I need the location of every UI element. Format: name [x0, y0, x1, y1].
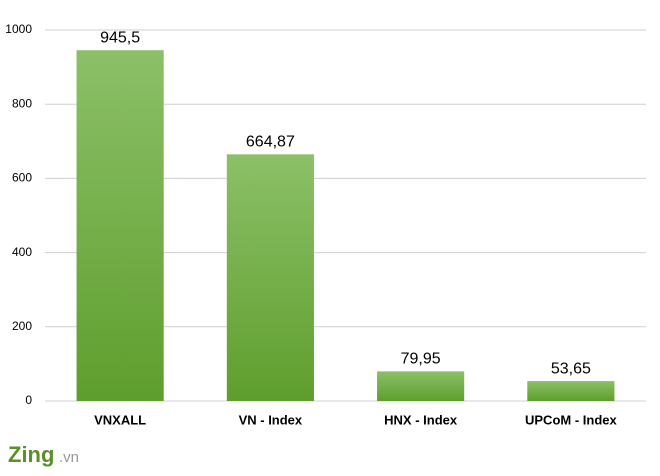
- y-tick-label: 0: [25, 393, 32, 407]
- value-label: 945,5: [100, 29, 140, 46]
- watermark: Zing .vn: [8, 442, 79, 467]
- value-label: 664,87: [246, 134, 295, 151]
- x-tick-label: VNXALL: [94, 412, 146, 427]
- watermark-brand: Zing: [8, 442, 54, 467]
- bar: [527, 381, 615, 401]
- bar: [377, 371, 465, 401]
- x-tick-label: UPCoM - Index: [525, 412, 617, 427]
- bar: [76, 50, 164, 401]
- y-tick-label: 1000: [5, 22, 32, 36]
- y-tick-label: 600: [12, 171, 32, 185]
- bar: [226, 154, 314, 401]
- x-tick-label: VN - Index: [239, 412, 303, 427]
- watermark-suffix: .vn: [59, 449, 79, 466]
- y-tick-label: 400: [12, 245, 32, 259]
- y-tick-label: 800: [12, 96, 32, 110]
- value-label: 79,95: [401, 351, 441, 368]
- x-tick-label: HNX - Index: [384, 412, 458, 427]
- value-label: 53,65: [551, 360, 591, 377]
- y-tick-label: 200: [12, 319, 32, 333]
